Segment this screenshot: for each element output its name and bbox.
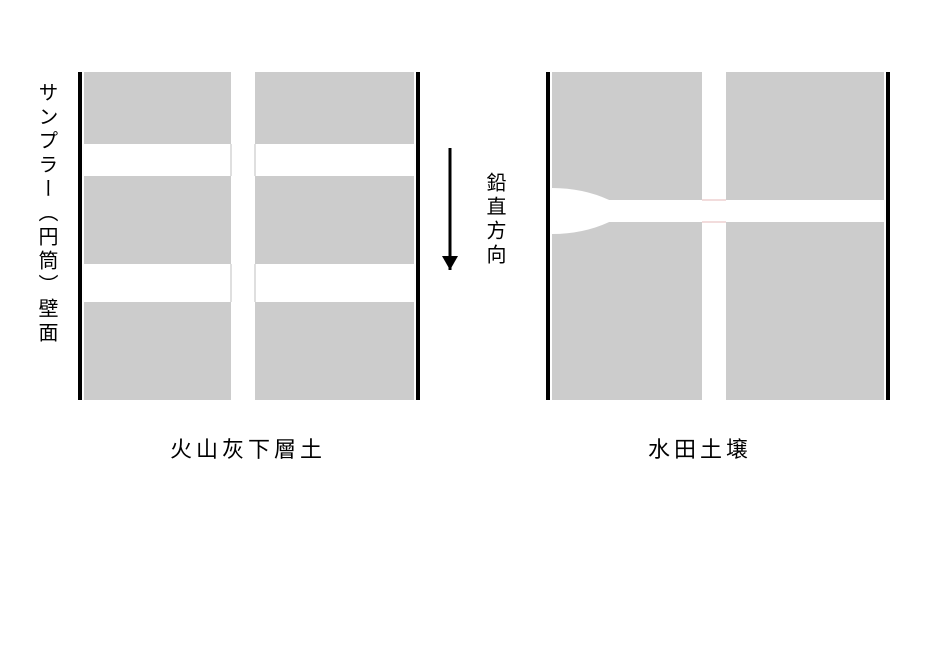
volcanic-ash-caption: 火山灰下層土 [170,432,326,464]
diagram-stage [0,0,943,667]
sampler-wall-label: サンプラー（円筒）壁面 [32,82,61,346]
paddy-soil-caption: 水田土壌 [648,432,752,464]
vertical-direction-label: 鉛直方向 [480,172,509,268]
